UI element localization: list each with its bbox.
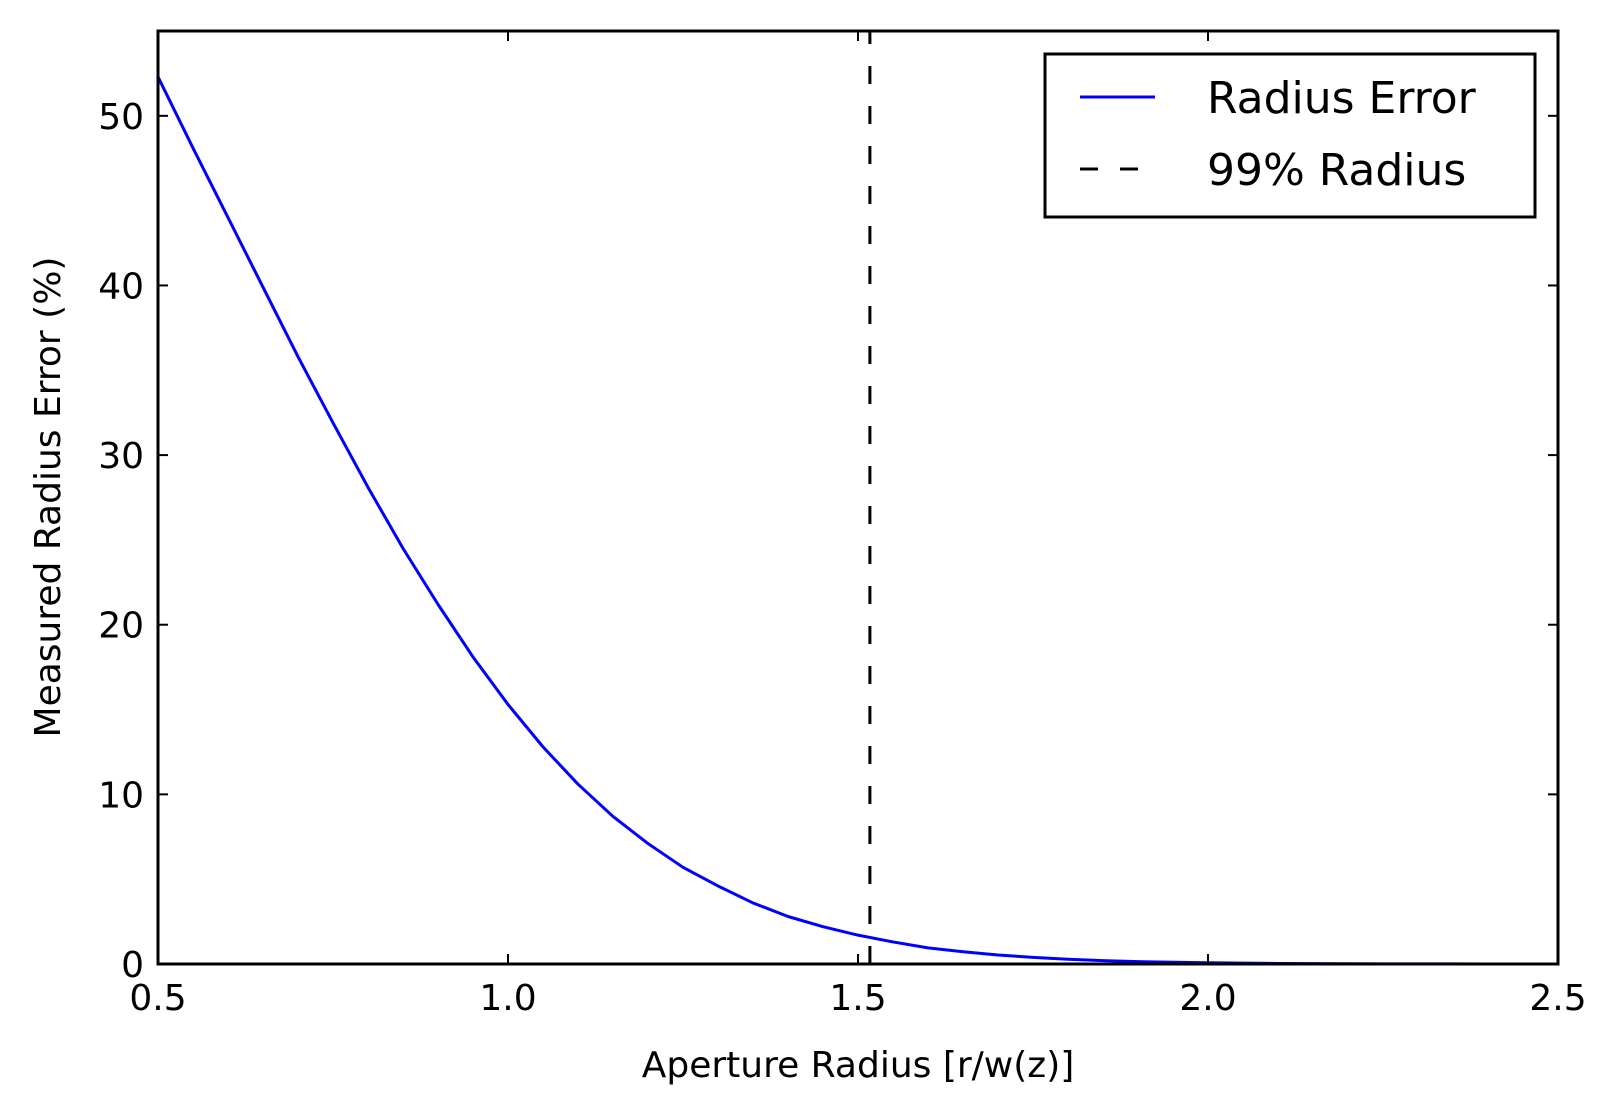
y-tick-label: 40 [98,266,144,307]
y-tick-label: 30 [98,436,144,477]
y-tick-label: 0 [121,945,144,986]
y-tick-label: 20 [98,606,144,647]
x-tick-label: 0.5 [129,978,186,1019]
x-tick-label: 2.5 [1529,978,1586,1019]
ticks-layer: 0.5 1.0 1.5 2.0 2.5 0 10 20 30 40 50 [98,31,1587,1019]
legend-box [1043,52,1537,219]
x-tick-label: 1.0 [479,978,536,1019]
x-axis-label: Aperture Radius [r/w(z)] [642,1045,1075,1086]
legend-label-radius-error: Radius Error [1207,73,1477,124]
legend: Radius Error 99% Radius [1043,52,1537,219]
x-tick-label: 1.5 [829,978,886,1019]
legend-label-99-radius: 99% Radius [1207,145,1466,196]
y-tick-label: 10 [98,775,144,816]
y-axis-label: Measured Radius Error (%) [28,257,69,738]
plot-frame [156,29,1560,966]
x-tick-label: 2.0 [1179,978,1236,1019]
y-tick-label: 50 [98,97,144,138]
